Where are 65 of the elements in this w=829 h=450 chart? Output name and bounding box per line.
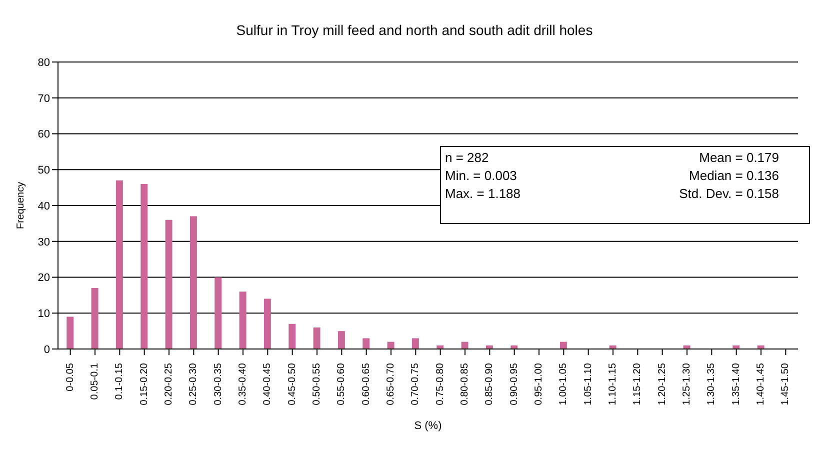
x-tick-label: 1.15-1.20 xyxy=(632,362,644,406)
x-tick-label: 0.40-0.45 xyxy=(262,362,274,406)
chart-title: Sulfur in Troy mill feed and north and south adit drill holes xyxy=(235,21,594,40)
bar xyxy=(560,342,567,349)
x-tick-label: 0.30-0.35 xyxy=(212,362,224,406)
x-tick-label: 0.60-0.65 xyxy=(360,362,372,406)
x-tick-label: 1.00-1.05 xyxy=(558,362,570,406)
x-tick-label: 1.35-1.40 xyxy=(730,362,742,406)
x-tick-label: 1.40-1.45 xyxy=(756,362,766,406)
x-tick-label: 1.30-1.35 xyxy=(706,362,718,406)
bar xyxy=(338,331,345,349)
x-tick-label: 1.10-1.15 xyxy=(608,362,618,406)
bar xyxy=(387,342,394,349)
x-tick-label: 0.05-0.1 xyxy=(90,362,100,400)
bar xyxy=(264,298,271,349)
bar xyxy=(412,338,419,349)
x-tick-label: 0.75-0.80 xyxy=(434,362,446,406)
bar xyxy=(116,180,123,349)
y-tick-label: 50 xyxy=(38,164,50,177)
bar xyxy=(214,277,222,349)
y-axis-title: Frequency xyxy=(16,182,27,230)
x-tick-label: 0.95-1.00 xyxy=(534,362,544,406)
bar xyxy=(165,220,172,349)
y-tick-label: 20 xyxy=(38,272,50,284)
annotation: Median = 0.136 xyxy=(689,167,780,185)
annotation: Min. = 0.003 xyxy=(445,167,517,185)
bar xyxy=(66,316,74,349)
y-tick-label: 70 xyxy=(38,92,50,105)
y-tick-label: 10 xyxy=(38,308,50,320)
y-tick-label: 30 xyxy=(38,236,50,248)
x-tick-label: 0.90-0.95 xyxy=(508,362,520,406)
x-tick-label: 0.80-0.85 xyxy=(460,362,470,406)
x-tick-label: 0.70-0.75 xyxy=(410,362,422,406)
x-tick-label: 0.55-0.60 xyxy=(336,362,348,406)
annotation: Max. = 1.188 xyxy=(445,185,521,203)
x-tick-label: 0.65-0.70 xyxy=(386,362,396,406)
bar xyxy=(190,216,197,349)
x-tick-label: 0-0.05 xyxy=(64,362,76,392)
x-tick-label: 0.20-0.25 xyxy=(164,362,174,406)
bar xyxy=(140,184,148,349)
x-tick-label: 1.45-1.50 xyxy=(780,362,792,406)
x-tick-label: 1.20-1.25 xyxy=(656,362,668,406)
bar xyxy=(91,288,98,349)
bar xyxy=(288,324,296,349)
x-axis-title: S (%) xyxy=(414,420,442,432)
x-tick-label: 1.05-1.10 xyxy=(582,362,594,406)
y-tick-label: 80 xyxy=(38,56,50,69)
bar xyxy=(239,292,246,349)
bar xyxy=(461,342,468,349)
bar xyxy=(313,327,320,349)
annotation: n = 282 xyxy=(445,149,489,167)
x-tick-label: 0.45-0.50 xyxy=(286,362,298,406)
x-tick-label: 0.1-0.15 xyxy=(114,362,126,400)
x-tick-label: 0.35-0.40 xyxy=(238,362,248,406)
x-tick-label: 1.25-1.30 xyxy=(682,362,692,406)
x-tick-label: 0.50-0.55 xyxy=(312,362,322,406)
annotation: Std. Dev. = 0.158 xyxy=(679,185,780,203)
bar xyxy=(362,338,370,349)
x-tick-label: 0.15-0.20 xyxy=(138,362,150,406)
y-tick-label: 60 xyxy=(38,128,50,141)
x-tick-label: 0.25-0.30 xyxy=(188,362,200,406)
y-tick-label: 40 xyxy=(38,200,50,212)
y-tick-label: 0 xyxy=(44,344,50,356)
annotation: Mean = 0.179 xyxy=(699,149,780,167)
x-tick-label: 0.85-0.90 xyxy=(484,362,496,406)
